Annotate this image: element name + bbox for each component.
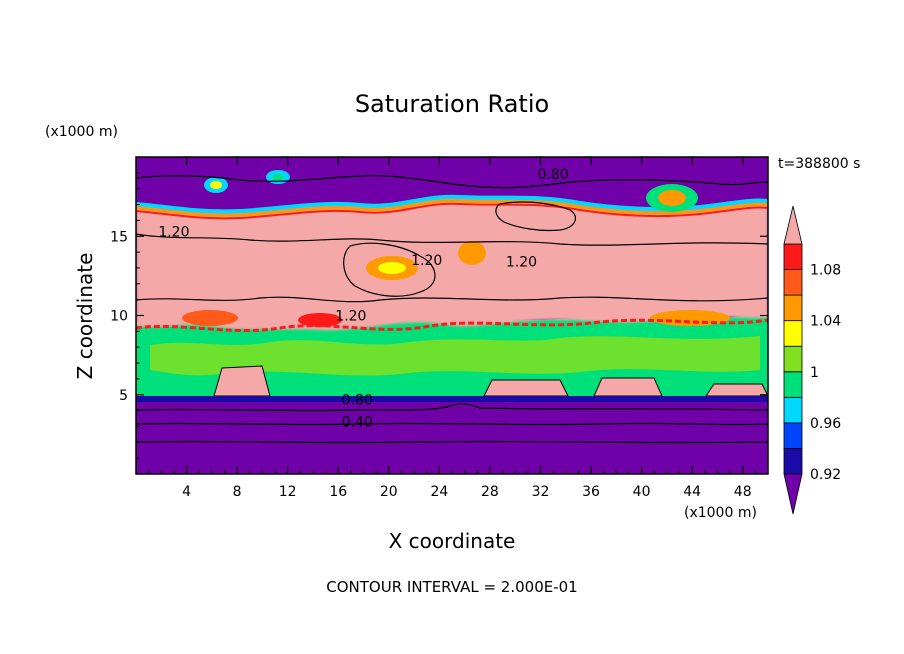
cloud-base-red xyxy=(136,318,768,333)
time-label: t=388800 s xyxy=(778,156,860,172)
field-layer-lower-light xyxy=(150,336,760,376)
x-tick-label: 24 xyxy=(430,484,448,500)
colorbar-label: 0.92 xyxy=(810,467,841,483)
y-axis-ticks: 5 10 15 xyxy=(110,172,768,459)
x-tick-label: 40 xyxy=(633,484,651,500)
colorbar-segment xyxy=(783,294,803,322)
x-tick-label: 16 xyxy=(329,484,347,500)
boundary-stripe-blue xyxy=(136,396,768,402)
colorbar-label: 1.04 xyxy=(810,314,841,330)
contour-label: 0.80 xyxy=(342,392,373,408)
colorbar-label: 0.96 xyxy=(810,416,841,432)
contour-line-0-40 xyxy=(136,422,768,426)
colorbar-segment xyxy=(783,345,803,373)
x-tick-label: 20 xyxy=(380,484,398,500)
y-tick-label: 5 xyxy=(119,388,128,404)
contour-line-1-20-top xyxy=(136,233,768,246)
colorbar-segment xyxy=(783,371,803,398)
mid-patch-2 xyxy=(458,241,486,265)
contour-line-1-20-mid xyxy=(343,242,436,297)
contour-label: 1.20 xyxy=(335,308,366,324)
contour-line-bottom xyxy=(136,440,768,444)
x-tick-label: 32 xyxy=(532,484,550,500)
colorbar: 0.92 0.96 1 1.04 1.08 xyxy=(783,205,841,515)
cloud-top-orange xyxy=(136,199,768,217)
x-tick-label: 48 xyxy=(734,484,752,500)
contour-line-1-20-right xyxy=(495,201,577,232)
colorbar-upper-extension xyxy=(783,205,803,245)
mid-patch-4 xyxy=(298,313,342,327)
contour-label: 1.20 xyxy=(506,254,537,270)
colorbar-label: 1 xyxy=(810,365,819,381)
mid-patch-5 xyxy=(650,310,730,326)
y-axis-title: Z coordinate xyxy=(73,253,97,380)
surface-dome-3 xyxy=(593,377,663,397)
upper-blob-1-core xyxy=(210,181,222,189)
y-axis-unit: (x1000 m) xyxy=(45,124,118,140)
y-tick-label: 10 xyxy=(110,309,128,325)
surface-dome-2 xyxy=(483,379,569,397)
contour-label: 1.20 xyxy=(158,224,189,240)
upper-blob-2-core xyxy=(272,174,284,180)
x-axis-ticks: 4 8 12 16 20 24 28 32 36 40 44 48 xyxy=(148,157,756,500)
mid-patch-3 xyxy=(182,310,238,326)
field-layer-main xyxy=(136,197,768,331)
x-tick-label: 36 xyxy=(582,484,600,500)
x-tick-label: 12 xyxy=(279,484,297,500)
colorbar-segment xyxy=(783,243,803,270)
x-tick-label: 28 xyxy=(481,484,499,500)
colorbar-segment xyxy=(783,422,803,449)
contour-line-0-80-low xyxy=(136,403,768,412)
y-tick-label: 15 xyxy=(110,229,128,245)
contour-line-upper xyxy=(136,175,768,189)
contour-label: 1.20 xyxy=(411,253,442,269)
contour-field xyxy=(136,157,768,474)
contour-interval: CONTOUR INTERVAL = 2.000E-01 xyxy=(326,578,577,596)
chart-title: Saturation Ratio xyxy=(355,90,549,118)
colorbar-segment xyxy=(783,396,803,424)
colorbar-lower-extension xyxy=(783,473,803,515)
x-axis-unit: (x1000 m) xyxy=(684,505,757,521)
colorbar-segment xyxy=(783,448,803,475)
contour-label: 0.80 xyxy=(538,167,569,183)
surface-dome-4 xyxy=(705,383,768,397)
upper-blob-3-core xyxy=(658,190,686,206)
contour-label: 0.40 xyxy=(342,414,373,430)
cloud-top-red xyxy=(136,202,768,220)
surface-dome-1 xyxy=(213,365,271,397)
x-tick-label: 44 xyxy=(683,484,701,500)
x-axis-title: X coordinate xyxy=(389,529,516,553)
colorbar-segment xyxy=(783,269,803,296)
x-tick-label: 4 xyxy=(182,484,191,500)
contour-labels: 0.80 1.20 1.20 1.20 1.20 0.80 0.40 xyxy=(158,167,569,430)
contour-line-1-20-low xyxy=(136,296,768,303)
x-tick-label: 8 xyxy=(233,484,242,500)
mid-patch-1-core xyxy=(378,262,406,274)
colorbar-label: 1.08 xyxy=(810,263,841,279)
colorbar-segment xyxy=(783,320,803,347)
